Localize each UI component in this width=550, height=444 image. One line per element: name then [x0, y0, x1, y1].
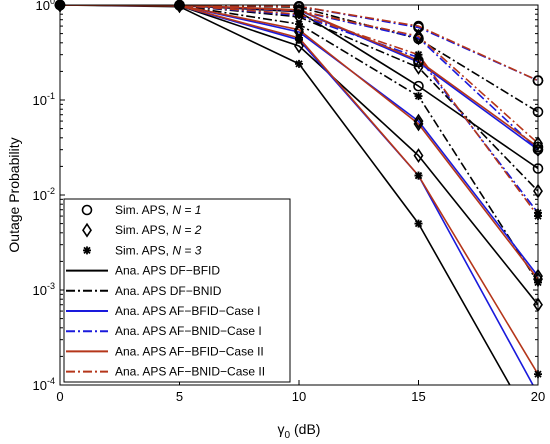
legend-label-text-5: Ana. APS AF−BFID−Case I	[115, 304, 260, 318]
x-axis-unit: (dB)	[294, 421, 320, 437]
legend-label-1: Sim. APS, N = 2	[115, 223, 202, 237]
x-tick-label-3: 15	[411, 389, 425, 404]
legend-label-text-6: Ana. APS AF−BNID−Case I	[115, 324, 262, 338]
legend-label-text-8: Ana. APS AF−BNID−Case II	[115, 365, 265, 379]
series-7-marker-3	[413, 113, 424, 129]
legend-marker-2-stroke-3	[83, 246, 91, 255]
legend-label-2: Sim. APS, N = 3	[115, 243, 202, 257]
legend-label-4: Ana. APS DF−BNID	[115, 284, 222, 298]
y-tick-base-0: 10	[36, 0, 50, 13]
y-tick-label-0: 100	[36, 0, 55, 13]
series-5-marker-3-stroke-3	[414, 92, 423, 100]
series-14-marker-2-stroke-3	[295, 34, 303, 42]
series-14-marker-3-stroke-3	[414, 171, 423, 180]
series-2-marker-3	[414, 219, 423, 228]
legend-label-n-0: N = 1	[172, 203, 201, 217]
series-16-marker-3	[413, 28, 424, 44]
x-axis-subscript: 0	[285, 430, 291, 441]
legend-marker-2	[83, 246, 91, 255]
y-tick-exp-1: -1	[47, 91, 55, 101]
legend-marker-0	[81, 204, 93, 216]
legend-label-5: Ana. APS AF−BFID−Case I	[115, 304, 260, 318]
series-1-marker-3	[413, 148, 424, 164]
y-tick-base-1: 10	[33, 93, 47, 108]
series-2-marker-2-stroke-3	[295, 60, 303, 68]
y-tick-label-2: 10-2	[33, 186, 55, 203]
series-17-marker-3-stroke-3	[414, 51, 423, 59]
y-tick-exp-0: 0	[50, 0, 55, 6]
x-axis-title: γ0 (dB)	[278, 421, 321, 441]
series-2-marker-3-stroke-3	[414, 219, 423, 228]
series-17-marker-2-stroke-3	[295, 10, 303, 18]
legend-label-6: Ana. APS AF−BNID−Case I	[115, 324, 262, 338]
series-2-marker-2	[295, 59, 303, 68]
series-14-marker-2	[295, 33, 303, 42]
legend-label-8: Ana. APS AF−BNID−Case II	[115, 365, 265, 379]
legend-label-n-2: N = 3	[172, 243, 201, 257]
series-5-marker-3	[414, 92, 423, 101]
legend-label-text-1: Sim. APS,	[115, 223, 172, 237]
series-14-marker-3	[414, 171, 423, 180]
y-tick-base-2: 10	[33, 188, 47, 203]
y-tick-exp-3: -3	[47, 281, 55, 291]
legend-label-n-1: N = 2	[172, 223, 201, 237]
x-tick-label-1: 5	[176, 389, 183, 404]
legend-label-text-4: Ana. APS DF−BNID	[115, 284, 222, 298]
y-tick-exp-2: -2	[47, 186, 55, 196]
series-10-marker-3	[413, 30, 424, 46]
legend-label-0: Sim. APS, N = 1	[115, 203, 201, 217]
legend-label-text-3: Ana. APS DF−BFID	[115, 264, 220, 278]
legend-label-text-2: Sim. APS,	[115, 243, 172, 257]
series-1-marker-2	[294, 38, 304, 54]
y-tick-label-4: 10-4	[33, 376, 55, 393]
series-17-marker-2	[295, 10, 303, 19]
y-tick-exp-4: -4	[47, 376, 55, 386]
legend-label-text-0: Sim. APS,	[115, 203, 172, 217]
y-tick-base-4: 10	[33, 378, 47, 393]
series-13-marker-3	[413, 116, 424, 132]
series-17-marker-3	[414, 50, 423, 59]
y-tick-base-3: 10	[33, 283, 47, 298]
series-0-marker-3	[413, 80, 424, 92]
x-tick-label-2: 10	[292, 389, 306, 404]
legend-marker-1	[82, 222, 92, 238]
y-tick-label-1: 10-1	[33, 91, 55, 108]
x-tick-label-4: 20	[531, 389, 545, 404]
legend-label-3: Ana. APS DF−BFID	[115, 264, 220, 278]
y-axis-title: Outage Probability	[6, 137, 22, 252]
y-tick-label-3: 10-3	[33, 281, 55, 298]
x-axis-symbol: γ	[278, 421, 285, 437]
legend-label-text-7: Ana. APS AF−BFID−Case II	[115, 344, 264, 358]
legend-label-7: Ana. APS AF−BFID−Case II	[115, 344, 264, 358]
x-tick-label-0: 0	[56, 389, 63, 404]
